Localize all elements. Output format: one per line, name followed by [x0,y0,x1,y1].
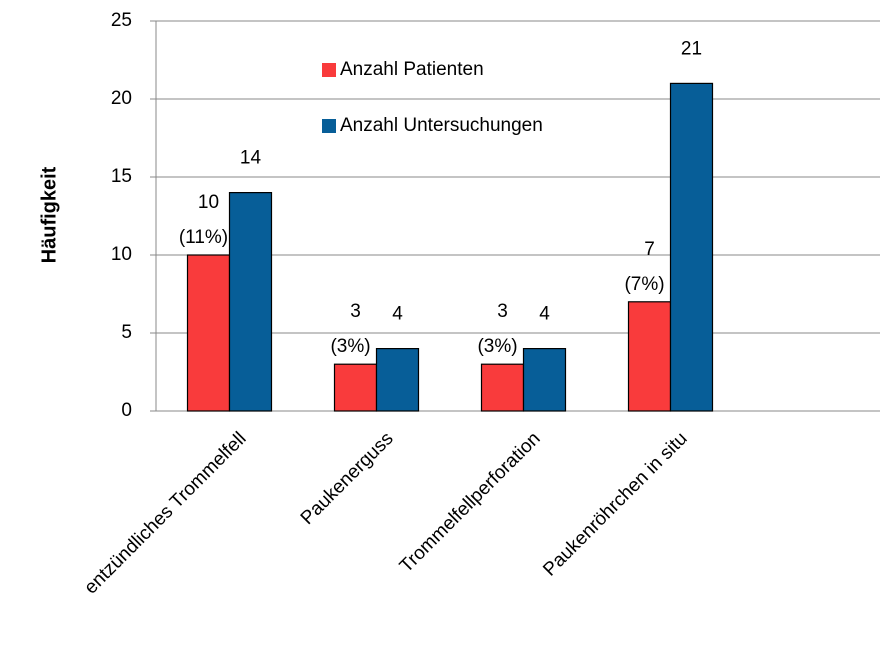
y-tick-label: 25 [111,10,132,31]
legend-label: Anzahl Untersuchungen [340,115,543,136]
legend-swatch [322,119,336,133]
data-label: 10 [198,192,219,213]
data-label: 21 [681,38,702,59]
bar [669,82,714,412]
bar [228,192,273,412]
bar [375,348,420,412]
data-label: (3%) [477,336,517,357]
bar [627,301,672,412]
data-label: (3%) [330,336,370,357]
data-label: 4 [539,304,550,325]
bar [522,348,567,412]
y-tick-label: 15 [111,166,132,187]
bar [333,363,378,412]
x-tick-label: Trommelfellperforation [396,428,545,577]
bar [480,363,525,412]
y-tick-label: 10 [111,244,132,265]
data-label: (11%) [179,227,228,248]
x-tick-label: Paukenerguss [297,428,398,529]
data-label: (7%) [624,274,664,295]
y-tick-label: 20 [111,88,132,109]
data-label: 4 [392,304,403,325]
y-axis-label: Häufigkeit [38,166,60,263]
data-label: 14 [240,148,262,169]
legend-swatch [322,63,336,77]
legend-label: Anzahl Patienten [340,59,484,80]
data-label: 3 [350,301,361,322]
y-tick-label: 0 [121,400,132,421]
y-tick-label: 5 [121,322,132,343]
x-tick-label: Paukenröhrchen in situ [539,428,691,580]
bar [186,254,231,412]
data-label: 3 [497,301,508,322]
x-tick-label: entzündliches Trommelfell [80,428,250,598]
data-label: 7 [644,239,655,260]
